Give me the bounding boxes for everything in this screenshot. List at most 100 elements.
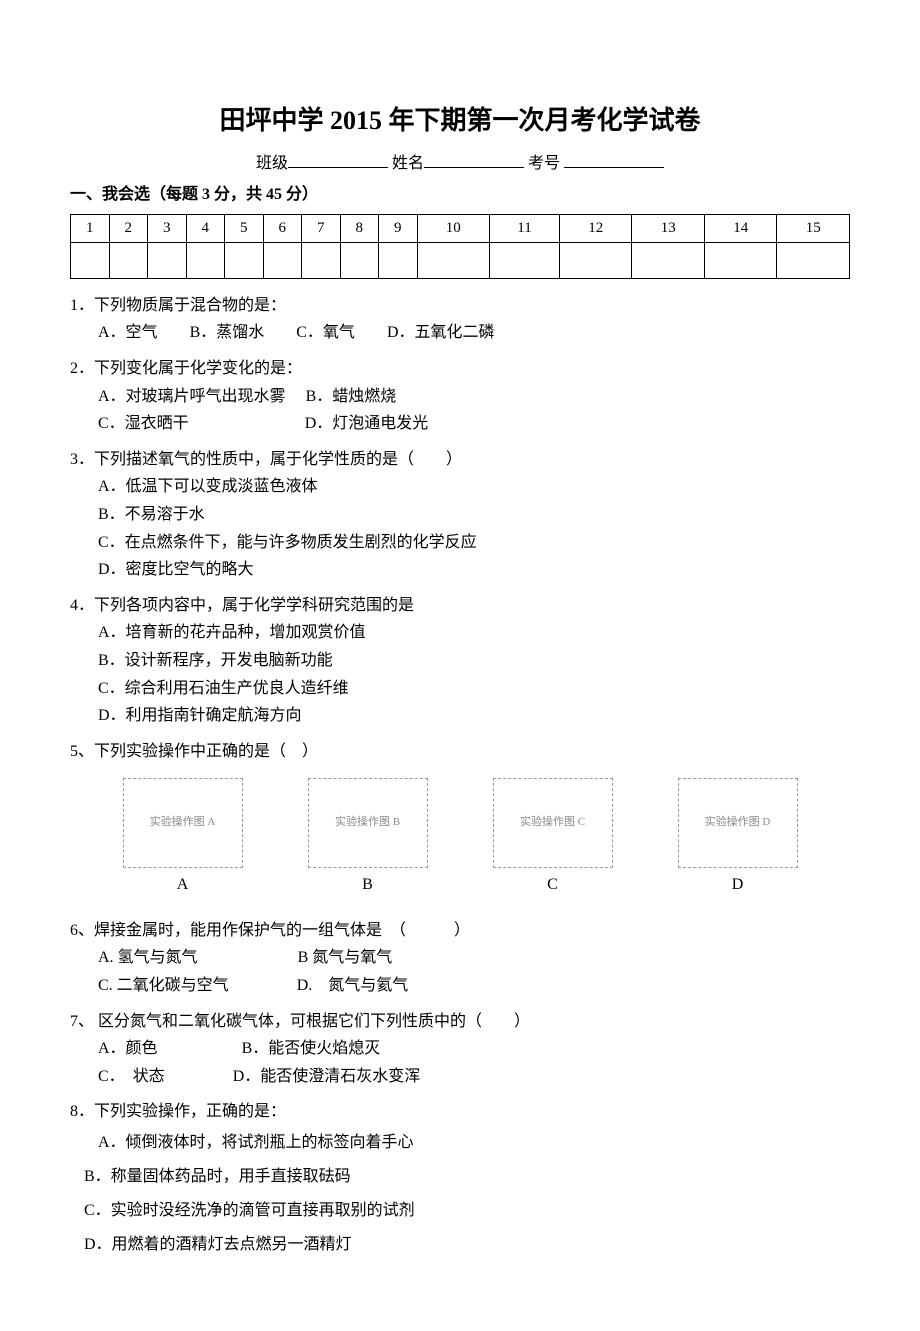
- q5-img-c: 实验操作图 C: [493, 778, 613, 868]
- ans-13[interactable]: [632, 242, 704, 278]
- name-label: 姓名: [392, 155, 424, 172]
- q7-opt-b: B．能否使火焰熄灭: [242, 1040, 381, 1057]
- col-12: 12: [559, 214, 631, 242]
- question-6: 6、焊接金属时，能用作保护气的一组气体是 （ ） A. 氢气与氮气 B 氮气与氧…: [70, 918, 850, 999]
- q5-image-row: 实验操作图 A 实验操作图 B 实验操作图 C 实验操作图 D: [70, 766, 850, 872]
- col-8: 8: [340, 214, 379, 242]
- exam-no-label: 考号: [528, 155, 560, 172]
- col-3: 3: [148, 214, 187, 242]
- col-9: 9: [379, 214, 418, 242]
- ans-9[interactable]: [379, 242, 418, 278]
- q8-opt-d: D．用燃着的酒精灯去点燃另一酒精灯: [84, 1229, 850, 1261]
- q5-img-b: 实验操作图 B: [308, 778, 428, 868]
- exam-title: 田坪中学 2015 年下期第一次月考化学试卷: [70, 100, 850, 142]
- student-meta: 班级 姓名 考号: [70, 150, 850, 177]
- q1-stem: 1．下列物质属于混合物的是：: [70, 293, 850, 319]
- q7-opt-a: A．颜色: [98, 1040, 158, 1057]
- q7-opt-c: C． 状态: [98, 1068, 165, 1085]
- q5-img-d: 实验操作图 D: [678, 778, 798, 868]
- q4-options: A．培育新的花卉品种，增加观赏价值 B．设计新程序，开发电脑新功能 C．综合利用…: [70, 620, 850, 728]
- question-3: 3．下列描述氧气的性质中，属于化学性质的是（ ） A．低温下可以变成淡蓝色液体 …: [70, 447, 850, 583]
- q2-stem: 2．下列变化属于化学变化的是：: [70, 356, 850, 382]
- q2-opt-b: B．蜡烛燃烧: [306, 388, 397, 405]
- ans-10[interactable]: [417, 242, 489, 278]
- class-label: 班级: [256, 155, 288, 172]
- q7-options: A．颜色 B．能否使火焰熄灭 C． 状态 D．能否使澄清石灰水变浑: [70, 1036, 850, 1089]
- q6-options: A. 氢气与氮气 B 氮气与氧气 C. 二氧化碳与空气 D. 氮气与氦气: [70, 945, 850, 998]
- ans-8[interactable]: [340, 242, 379, 278]
- q4-opt-d: D．利用指南针确定航海方向: [98, 703, 850, 729]
- question-7: 7、 区分氮气和二氧化碳气体，可根据它们下列性质中的（ ） A．颜色 B．能否使…: [70, 1009, 850, 1090]
- question-4: 4．下列各项内容中，属于化学学科研究范围的是 A．培育新的花卉品种，增加观赏价值…: [70, 593, 850, 729]
- ans-6[interactable]: [263, 242, 302, 278]
- col-10: 10: [417, 214, 489, 242]
- ans-4[interactable]: [186, 242, 225, 278]
- q2-opt-a: A．对玻璃片呼气出现水雾: [98, 388, 286, 405]
- q8-opt-a: A．倾倒液体时，将试剂瓶上的标签向着手心: [98, 1127, 850, 1159]
- q3-stem: 3．下列描述氧气的性质中，属于化学性质的是（ ）: [70, 447, 850, 473]
- q5-label-d: D: [678, 872, 798, 898]
- q2-options: A．对玻璃片呼气出现水雾 B．蜡烛燃烧 C．湿衣晒干 D．灯泡通电发光: [70, 384, 850, 437]
- q5-stem: 5、下列实验操作中正确的是（ ）: [70, 739, 850, 765]
- q1-opt-d: D．五氧化二磷: [387, 324, 495, 341]
- question-5: 5、下列实验操作中正确的是（ ） 实验操作图 A 实验操作图 B 实验操作图 C…: [70, 739, 850, 908]
- q8-options: A．倾倒液体时，将试剂瓶上的标签向着手心 B．称量固体药品时，用手直接取砝码 C…: [70, 1127, 850, 1261]
- ans-1[interactable]: [71, 242, 110, 278]
- q2-opt-c: C．湿衣晒干: [98, 415, 189, 432]
- q4-opt-a: A．培育新的花卉品种，增加观赏价值: [98, 620, 850, 646]
- q6-opt-b: B 氮气与氧气: [298, 949, 393, 966]
- col-1: 1: [71, 214, 110, 242]
- q8-opt-c: C．实验时没经洗净的滴管可直接再取别的试剂: [84, 1195, 850, 1227]
- ans-7[interactable]: [302, 242, 341, 278]
- answer-table-blank-row: [71, 242, 850, 278]
- ans-15[interactable]: [777, 242, 850, 278]
- name-blank[interactable]: [424, 150, 524, 168]
- q8-stem: 8．下列实验操作，正确的是：: [70, 1099, 850, 1125]
- col-11: 11: [489, 214, 559, 242]
- col-4: 4: [186, 214, 225, 242]
- q1-options: A．空气 B．蒸馏水 C．氧气 D．五氧化二磷: [70, 320, 850, 346]
- q8-opt-b: B．称量固体药品时，用手直接取砝码: [84, 1161, 850, 1193]
- q7-stem: 7、 区分氮气和二氧化碳气体，可根据它们下列性质中的（ ）: [70, 1009, 850, 1035]
- q5-image-labels: A B C D: [70, 872, 850, 908]
- q5-img-a-box: 实验操作图 A: [123, 778, 243, 868]
- q6-opt-c: C. 二氧化碳与空气: [98, 977, 229, 994]
- col-2: 2: [109, 214, 148, 242]
- col-14: 14: [704, 214, 776, 242]
- question-2: 2．下列变化属于化学变化的是： A．对玻璃片呼气出现水雾 B．蜡烛燃烧 C．湿衣…: [70, 356, 850, 437]
- question-1: 1．下列物质属于混合物的是： A．空气 B．蒸馏水 C．氧气 D．五氧化二磷: [70, 293, 850, 346]
- col-5: 5: [225, 214, 264, 242]
- col-13: 13: [632, 214, 704, 242]
- q6-opt-a: A. 氢气与氮气: [98, 949, 198, 966]
- q5-label-a: A: [123, 872, 243, 898]
- col-6: 6: [263, 214, 302, 242]
- q3-options: A．低温下可以变成淡蓝色液体 B．不易溶于水 C．在点燃条件下，能与许多物质发生…: [70, 474, 850, 582]
- ans-2[interactable]: [109, 242, 148, 278]
- q3-opt-d: D．密度比空气的略大: [98, 557, 850, 583]
- answer-table-header: 1 2 3 4 5 6 7 8 9 10 11 12 13 14 15: [71, 214, 850, 242]
- q1-opt-c: C．氧气: [296, 324, 355, 341]
- class-blank[interactable]: [288, 150, 388, 168]
- q6-stem: 6、焊接金属时，能用作保护气的一组气体是 （ ）: [70, 918, 850, 944]
- q5-img-d-box: 实验操作图 D: [678, 778, 798, 868]
- q3-opt-a: A．低温下可以变成淡蓝色液体: [98, 474, 850, 500]
- q5-img-a: 实验操作图 A: [123, 778, 243, 868]
- exam-no-blank[interactable]: [564, 150, 664, 168]
- q4-stem: 4．下列各项内容中，属于化学学科研究范围的是: [70, 593, 850, 619]
- answer-table: 1 2 3 4 5 6 7 8 9 10 11 12 13 14 15: [70, 214, 850, 279]
- q2-opt-d: D．灯泡通电发光: [305, 415, 429, 432]
- ans-3[interactable]: [148, 242, 187, 278]
- ans-11[interactable]: [489, 242, 559, 278]
- q4-opt-c: C．综合利用石油生产优良人造纤维: [98, 676, 850, 702]
- ans-14[interactable]: [704, 242, 776, 278]
- col-7: 7: [302, 214, 341, 242]
- q1-opt-b: B．蒸馏水: [190, 324, 265, 341]
- col-15: 15: [777, 214, 850, 242]
- q1-opt-a: A．空气: [98, 324, 158, 341]
- ans-12[interactable]: [559, 242, 631, 278]
- ans-5[interactable]: [225, 242, 264, 278]
- q5-label-b: B: [308, 872, 428, 898]
- q5-label-c: C: [493, 872, 613, 898]
- q4-opt-b: B．设计新程序，开发电脑新功能: [98, 648, 850, 674]
- q3-opt-b: B．不易溶于水: [98, 502, 850, 528]
